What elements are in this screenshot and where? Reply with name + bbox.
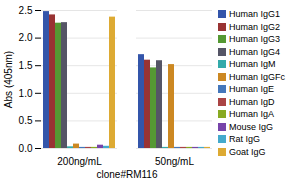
svg-text:Abs (405nm): Abs (405nm) xyxy=(3,51,14,108)
svg-text:1.0: 1.0 xyxy=(19,88,33,99)
html-text:Human IgG1: Human IgG1 xyxy=(229,9,280,19)
html-text:Rat IgG: Rat IgG xyxy=(229,134,260,144)
svg-text:clone#RM116: clone#RM116 xyxy=(97,169,158,180)
svg-text:2.0: 2.0 xyxy=(19,32,33,43)
html-text:Human IgE: Human IgE xyxy=(229,84,274,94)
html-text:Human IgG4: Human IgG4 xyxy=(229,46,280,57)
svg-text:0.0: 0.0 xyxy=(19,143,33,154)
svg-text:0.5: 0.5 xyxy=(19,115,33,126)
html-text:Human IgA: Human IgA xyxy=(229,109,274,119)
svg-text:200ng/mL: 200ng/mL xyxy=(57,156,102,167)
svg-text:50ng/mL: 50ng/mL xyxy=(155,156,194,167)
html-text:Mouse IgG: Mouse IgG xyxy=(229,121,273,132)
html-text:Human IgG2: Human IgG2 xyxy=(229,21,280,32)
svg-text:1.5: 1.5 xyxy=(19,60,33,71)
svg-text:2.5: 2.5 xyxy=(19,5,33,16)
html-text:Human IgM: Human IgM xyxy=(229,59,276,69)
html-text:Goat IgG: Goat IgG xyxy=(229,146,266,157)
html-text:Human IgD: Human IgD xyxy=(229,96,275,107)
html-text:Human IgG3: Human IgG3 xyxy=(229,34,280,44)
html-text:Human IgGFc: Human IgGFc xyxy=(229,71,285,82)
